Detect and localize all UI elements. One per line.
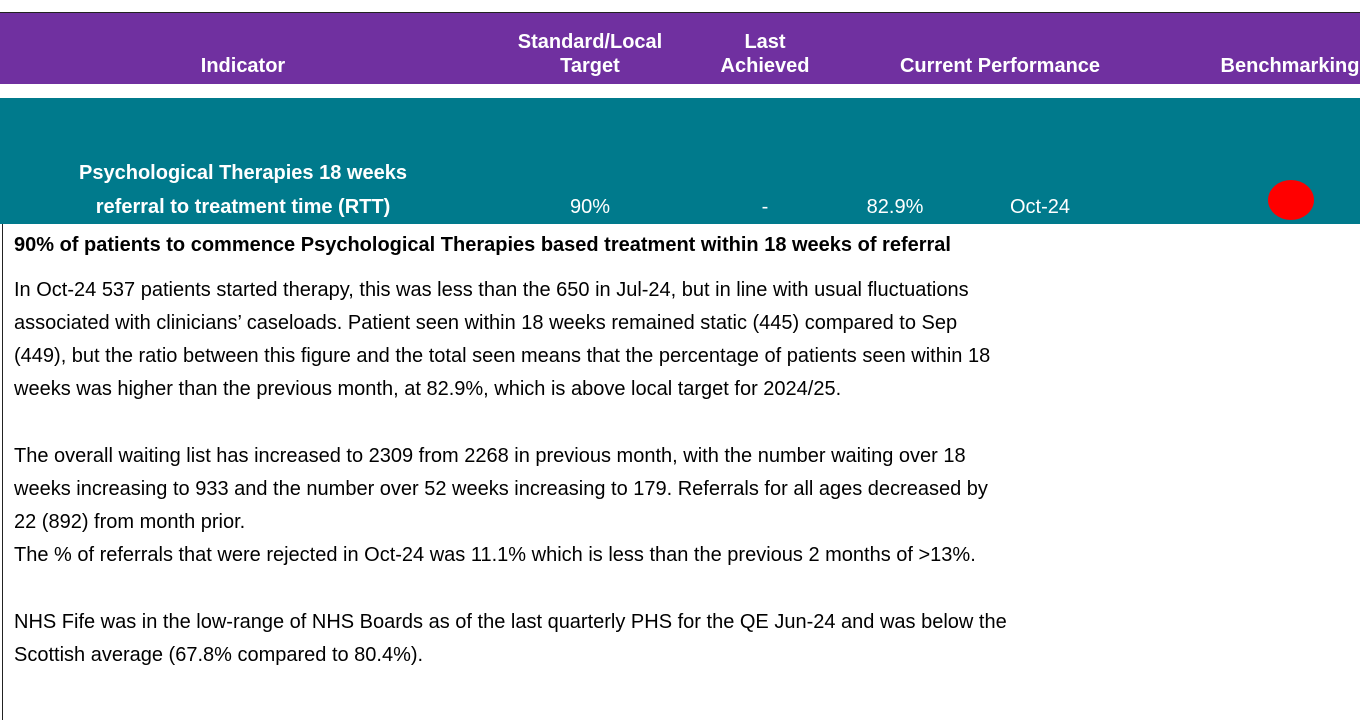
- row-value: -: [761, 196, 769, 218]
- border: [2, 224, 3, 720]
- row-value: 82.9%: [866, 196, 924, 218]
- paragraph-line: weeks was higher than the previous month…: [14, 378, 842, 400]
- column-header: Standard/Local Target: [517, 31, 663, 77]
- paragraph-line: associated with clinicians’ caseloads. P…: [14, 312, 958, 334]
- benchmark-status: [1268, 180, 1314, 220]
- paragraph-line: 22 (892) from month prior.: [14, 511, 246, 533]
- indicator-name: referral to treatment time (RTT): [95, 196, 391, 218]
- paragraph-line: The % of referrals that were rejected in…: [14, 544, 976, 566]
- description-heading: 90% of patients to commence Psychologica…: [14, 234, 951, 256]
- column-header: Indicator: [200, 55, 286, 77]
- indicator-row: [0, 98, 1360, 224]
- paragraph-line: Scottish average (67.8% compared to 80.4…: [14, 644, 424, 666]
- column-header: Last Achieved: [720, 31, 810, 77]
- header-band: [0, 12, 1360, 84]
- column-header: Current Performance: [899, 55, 1101, 77]
- paragraph-line: NHS Fife was in the low-range of NHS Boa…: [14, 611, 1007, 633]
- paragraph-line: In Oct-24 537 patients started therapy, …: [14, 279, 969, 301]
- paragraph-line: (449), but the ratio between this figure…: [14, 345, 991, 367]
- row-value: Oct-24: [1009, 196, 1071, 218]
- paragraph-line: weeks increasing to 933 and the number o…: [14, 478, 988, 500]
- column-header: Benchmarking: [1220, 55, 1360, 77]
- row-value: 90%: [569, 196, 611, 218]
- paragraph-line: The overall waiting list has increased t…: [14, 445, 966, 467]
- indicator-name: Psychological Therapies 18 weeks: [79, 162, 407, 184]
